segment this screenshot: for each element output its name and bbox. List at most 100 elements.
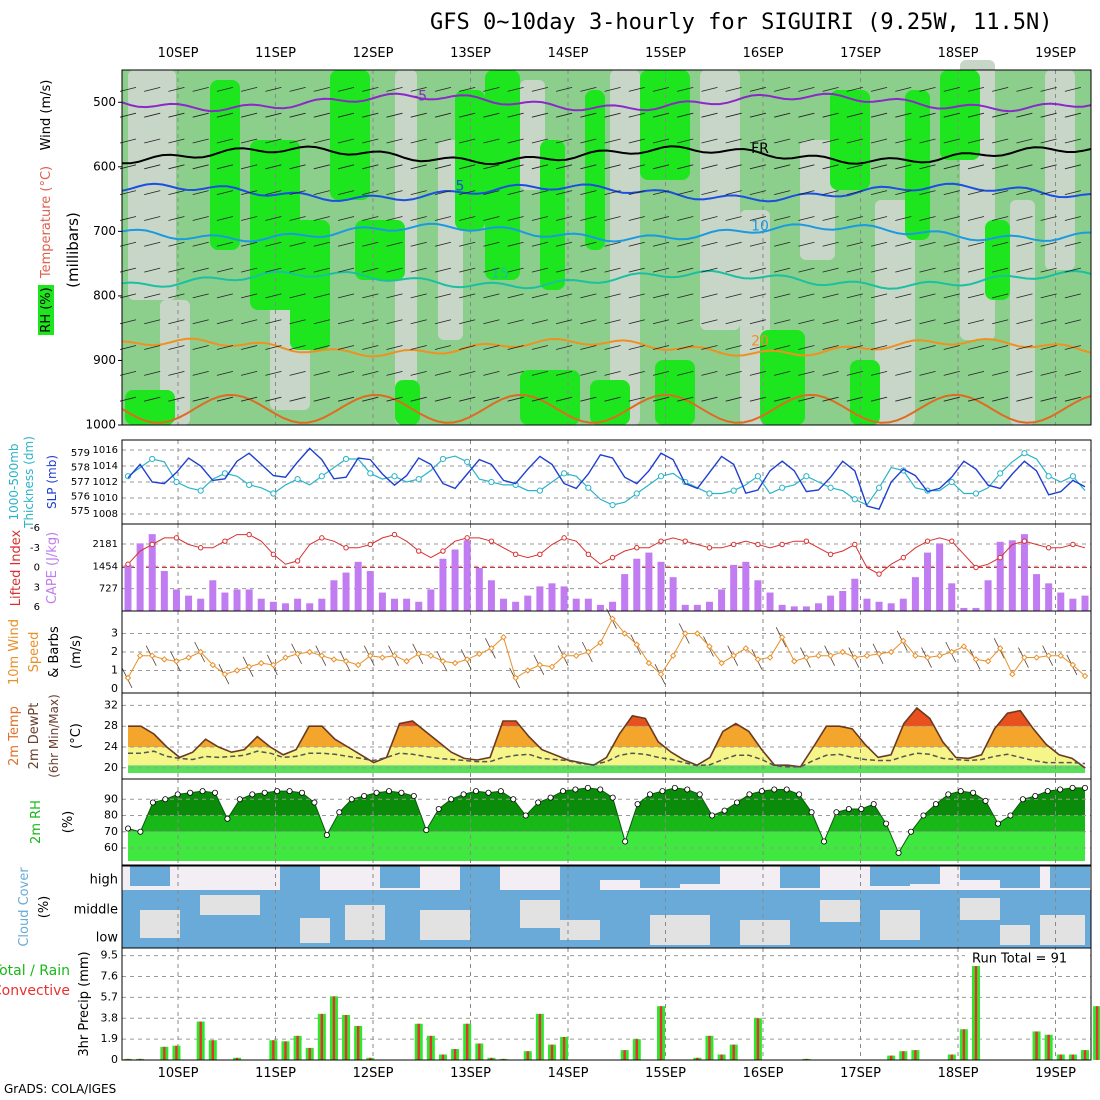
wind-speed-point [573,652,580,659]
thickness-point [415,476,422,483]
wind-barb [1040,345,1057,350]
wind-barb [798,396,815,402]
rh-point [808,809,815,816]
wind-barb [677,319,694,325]
li-point [512,551,519,558]
wind-barb [1016,164,1033,170]
wind-barb [943,86,960,92]
wind-barb [628,138,645,144]
wind-barb [168,164,185,170]
wind-barb [337,216,355,221]
li-point [367,541,373,548]
tick-label: 3.8 [101,1011,119,1024]
wind-barb [556,396,573,402]
thickness-point [149,455,156,463]
wind-barb [1064,190,1081,196]
tick-label: 9.5 [101,949,119,962]
wind-barb [580,138,597,144]
wind-barb [846,396,863,402]
wind-barb [992,86,1009,92]
rh-point [162,796,169,803]
wind-barb [870,86,888,92]
rh-point [609,794,616,801]
wind-barb [628,216,645,221]
wind-barb [386,396,403,402]
high-cloud-block [1050,866,1090,888]
rh-point [125,825,132,832]
wind-barb [1016,241,1033,247]
wind-barb [265,164,282,170]
wind-barb [652,396,670,402]
wind-barb [410,112,427,118]
wind-barb [337,396,355,402]
wind-barb [241,112,258,118]
wind-barb [774,86,791,92]
tick-label: 800 [93,288,116,302]
wind-barb [241,138,258,144]
wind-barb [943,241,960,247]
wind-barb [604,138,621,144]
tick-label: 1454 [93,561,118,572]
wind-barb [846,267,863,273]
rh-point [796,791,803,798]
wind-barb [483,216,500,221]
wind-barb [749,319,767,325]
rh-legend-swatch [38,285,54,335]
precip-convective-bar [1083,1050,1087,1060]
li-point [173,535,180,541]
cape-bar [512,601,520,611]
wind-barb [289,138,306,144]
rh-moist-patch [290,220,330,350]
precip-convective-bar [126,1058,130,1060]
wind-barb [725,241,742,247]
wind-barb [846,112,863,118]
wind-barb [798,293,815,299]
cape-bar [948,583,956,611]
wind-barb [337,112,355,118]
wind-speed-point [342,658,350,665]
wind-barb [1016,86,1033,92]
wind-barb [337,345,355,350]
wind-barb [216,138,234,144]
rh-dry-patch [700,70,740,330]
thickness-point [657,473,665,480]
wind-barb [531,345,548,350]
wind-barb [168,241,185,247]
wind-barb [289,293,306,299]
rh-point [149,799,156,806]
wind-barb [483,370,500,376]
precip-convective-bar [211,1040,214,1060]
wind-barb [313,190,330,196]
wind-barb [652,293,670,299]
li-point [827,551,834,558]
wind-barb [628,370,645,376]
wind10m-barbs-label: & Barbs [47,626,62,678]
thickness-point [779,484,786,491]
rh-moist-patch [125,390,175,425]
wind-barb [241,293,258,299]
tick-label: 727 [99,584,118,595]
li-point [416,548,422,554]
wind-barb [386,267,403,273]
x-tick-label-top: 18SEP [938,46,979,61]
cape-bar [863,598,871,611]
wind-speed-point [1033,654,1040,661]
li-point [876,571,882,577]
precip-convective-bar [889,1055,893,1060]
wind-barb [604,267,621,273]
li-point [755,541,761,548]
rh-point [908,828,915,835]
rh-point [286,788,293,795]
li-point [464,535,470,541]
cape-bar [669,577,677,611]
wind-barb [604,396,621,402]
wind-barb [483,112,500,118]
wind-barb [410,86,427,92]
wind-barb [628,319,645,325]
rh-moist-patch [985,220,1010,300]
wind-barb [580,267,597,273]
wind-barb [289,370,306,376]
rh2m-axis-label: 2m RH [29,800,44,844]
cape-bar [693,604,701,611]
chart-title: GFS 0~10day 3-hourly for SIGUIRI (9.25W,… [430,10,1053,35]
